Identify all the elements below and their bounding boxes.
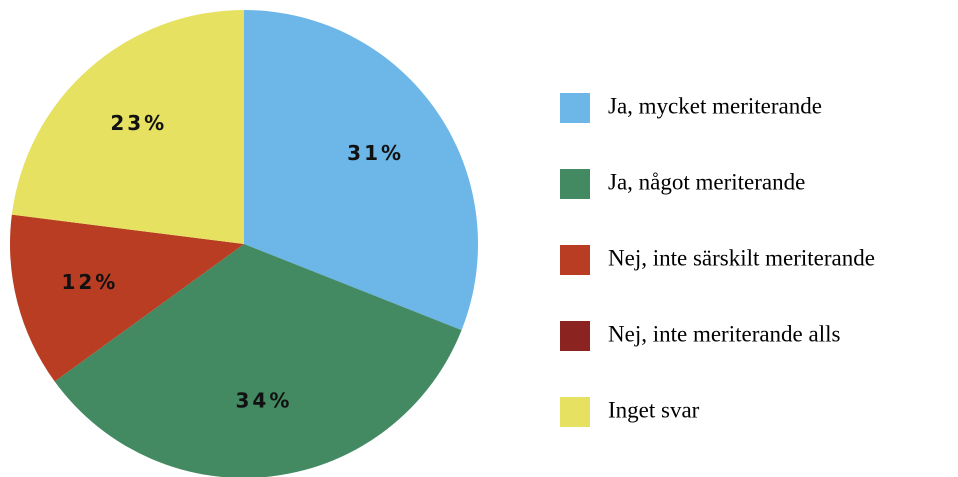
legend-swatch (560, 93, 590, 123)
pie-slice (54, 244, 462, 477)
legend-swatch (560, 321, 590, 351)
data-label: 23% (110, 111, 167, 135)
data-label: 31% (347, 141, 404, 165)
legend-label: Inget svar (608, 397, 700, 422)
data-label: 34% (236, 388, 293, 412)
legend-label: Nej, inte meriterande alls (608, 321, 841, 346)
legend-swatch (560, 169, 590, 199)
legend-label: Nej, inte särskilt meriterande (608, 245, 875, 270)
legend-swatch (560, 245, 590, 275)
pie-slice (244, 10, 478, 331)
pie-slice (10, 214, 245, 382)
legend-label: Ja, mycket meriterande (608, 93, 822, 118)
data-label: 12% (61, 270, 118, 294)
pie-slice (11, 10, 245, 244)
legend-swatch (560, 397, 590, 427)
legend-label: Ja, något meriterande (608, 169, 805, 194)
